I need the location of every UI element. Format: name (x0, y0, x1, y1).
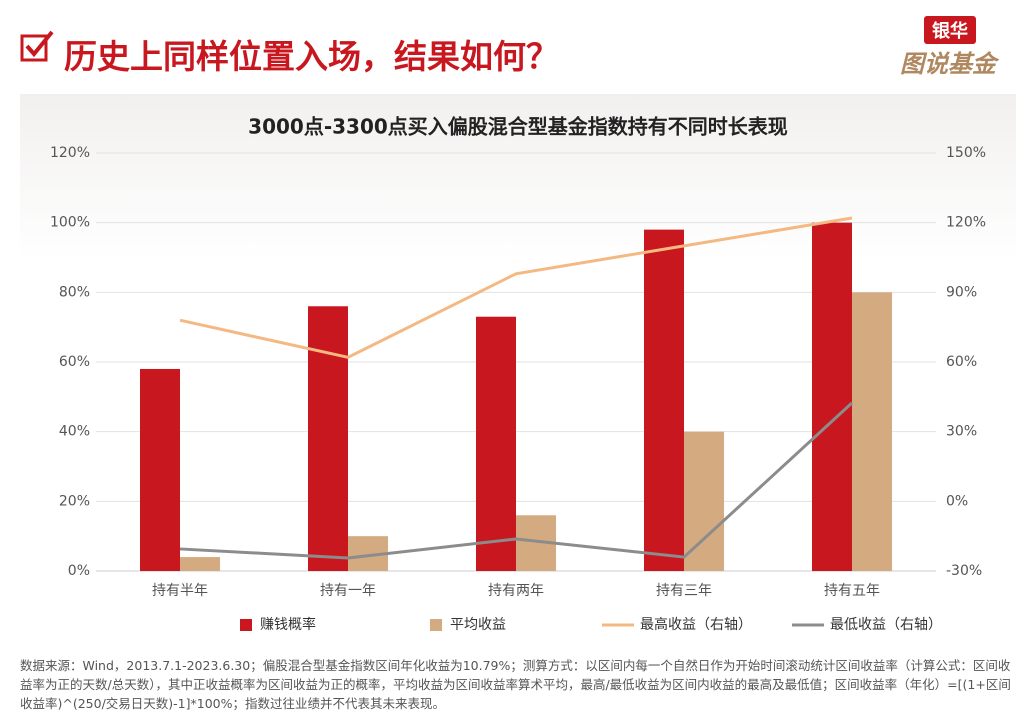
check-icon (20, 34, 48, 62)
check-mark (25, 30, 54, 58)
bar (852, 292, 892, 571)
y2-tick-label: 60% (946, 354, 977, 370)
chart-title: 3000点-3300点买入偏股混合型基金指数持有不同时长表现 (248, 115, 788, 139)
bar (812, 222, 852, 571)
y-tick-label: 80% (59, 284, 90, 300)
legend-label: 赚钱概率 (260, 616, 316, 633)
bar (308, 306, 348, 571)
y-tick-label: 0% (68, 563, 90, 579)
x-tick-label: 持有两年 (488, 583, 544, 599)
legend-label: 最高收益（右轴） (640, 616, 752, 633)
bar (476, 316, 516, 571)
y2-tick-label: 0% (946, 493, 968, 509)
legend-label: 平均收益 (450, 617, 506, 633)
x-tick-label: 持有三年 (656, 583, 712, 599)
legend-swatch (430, 619, 442, 631)
line (179, 216, 853, 359)
bar (684, 431, 724, 571)
x-tick-label: 持有半年 (152, 583, 208, 599)
y2-tick-label: 90% (946, 284, 977, 300)
x-tick-label: 持有五年 (824, 583, 880, 599)
logo-top: 银华 (924, 16, 976, 44)
page-title: 历史上同样位置入场，结果如何？ (64, 37, 559, 76)
y-tick-label: 60% (59, 354, 90, 370)
y-tick-label: 40% (59, 424, 90, 440)
bar (180, 557, 220, 571)
y2-tick-label: -30% (946, 563, 982, 579)
legend-swatch (240, 619, 252, 631)
bar (140, 368, 180, 571)
x-tick-label: 持有一年 (320, 583, 376, 599)
chart: 3000点-3300点买入偏股混合型基金指数持有不同时长表现 0% 20% 40% 6… (20, 30, 1016, 652)
y-tick-label: 100% (50, 215, 90, 231)
footnote: 数据来源：Wind，2013.7.1-2023.6.30；偏股混合型基金指数区间… (20, 658, 1011, 711)
legend-label: 最低收益（右轴） (830, 617, 942, 633)
bar (644, 229, 684, 571)
line (179, 401, 854, 560)
y-tick-label: 20% (59, 493, 90, 509)
y2-tick-label: 30% (946, 424, 977, 440)
y2-tick-label: 120% (946, 215, 986, 231)
logo-bottom: 图说基金 (900, 50, 996, 78)
y-tick-label: 120% (50, 145, 90, 161)
y2-tick-label: 150% (946, 145, 986, 161)
